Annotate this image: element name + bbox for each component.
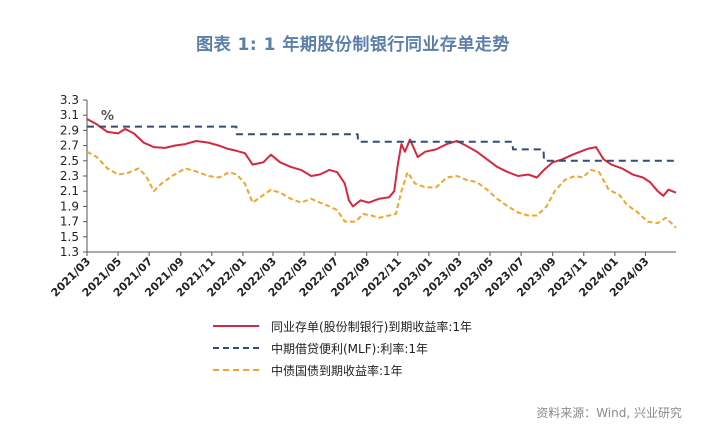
y-tick-label: 1.5 xyxy=(60,230,79,244)
legend-item-cdb: 中债国债到期收益率:1年 xyxy=(213,359,472,381)
y-tick-label: 3.1 xyxy=(60,108,79,122)
y-tick-label: 1.9 xyxy=(60,199,79,213)
source-note: 资料来源：Wind, 兴业研究 xyxy=(536,406,682,420)
axes xyxy=(86,100,676,253)
y-tick-label: 2.9 xyxy=(60,123,79,137)
legend-swatch-ncd xyxy=(213,325,259,327)
y-tick-label: 2.7 xyxy=(60,139,79,153)
y-tick-label: 2.3 xyxy=(60,169,79,183)
legend-swatch-mlf xyxy=(213,347,259,349)
y-tick-label: 3.3 xyxy=(60,93,79,107)
legend-label-mlf: 中期借贷便利(MLF):利率:1年 xyxy=(271,341,429,356)
series-line-mlf-1y xyxy=(87,125,676,162)
series-line-treasury-1y xyxy=(86,150,677,229)
y-axis-ticks: 3.33.12.9 2.72.52.32.11.9 1.71.51.3 xyxy=(60,93,87,259)
legend-label-ncd: 同业存单(股份制银行)到期收益率:1年 xyxy=(271,319,473,334)
y-unit-label: % xyxy=(101,109,114,124)
y-tick-label: 1.3 xyxy=(60,245,79,259)
y-tick-label: 2.5 xyxy=(60,154,79,168)
series-line-ncd-1y xyxy=(86,118,677,208)
x-axis-ticks: 2021/032021/052021/072021/092021/112022/… xyxy=(49,252,652,299)
legend-item-ncd: 同业存单(股份制银行)到期收益率:1年 xyxy=(213,315,472,337)
legend-label-cdb: 中债国债到期收益率:1年 xyxy=(271,363,403,378)
series-lines xyxy=(86,118,677,229)
legend-item-mlf: 中期借贷便利(MLF):利率:1年 xyxy=(213,337,472,359)
y-tick-label: 1.7 xyxy=(60,215,79,229)
legend-swatch-cdb xyxy=(213,369,259,371)
chart-title: 图表 1: 1 年期股份制银行同业存单走势 xyxy=(196,35,510,55)
legend: 同业存单(股份制银行)到期收益率:1年 中期借贷便利(MLF):利率:1年 中债… xyxy=(213,315,472,381)
y-tick-label: 2.1 xyxy=(60,184,79,198)
